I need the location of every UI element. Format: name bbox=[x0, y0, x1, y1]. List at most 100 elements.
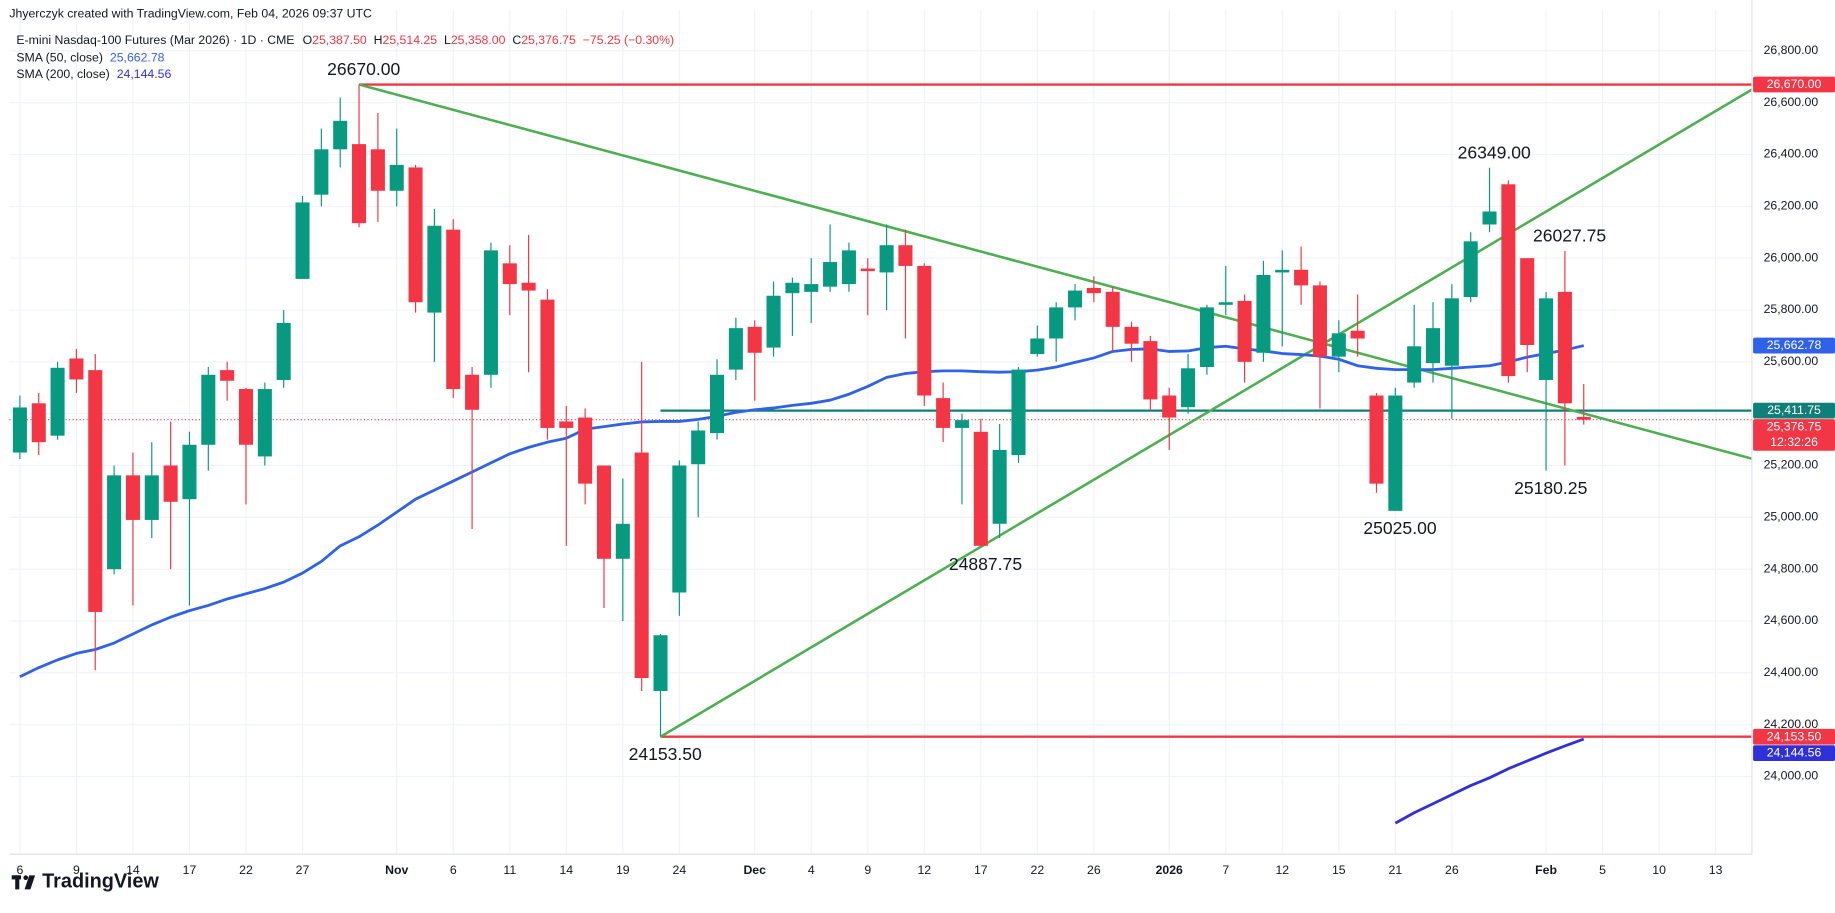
x-tick-label: 5 bbox=[1599, 863, 1606, 877]
candle-body bbox=[596, 465, 612, 559]
logo-icon bbox=[23, 875, 29, 880]
candle-body bbox=[1407, 346, 1422, 383]
x-tick-label: 24 bbox=[673, 863, 687, 877]
y-tick-label: 26,600.00 bbox=[1764, 95, 1819, 109]
candle-body bbox=[1331, 333, 1346, 357]
annotation: 24153.50 bbox=[629, 744, 702, 764]
candle-body bbox=[1350, 330, 1365, 339]
candle-body bbox=[1162, 395, 1177, 418]
price-label: 25,376.75 bbox=[1767, 420, 1822, 434]
candle-body bbox=[1557, 291, 1572, 404]
change: −75.25 (−0.30%) bbox=[583, 33, 674, 47]
candle-body bbox=[1388, 395, 1403, 511]
annotation: 26349.00 bbox=[1458, 142, 1531, 162]
logo-text: TradingView bbox=[42, 871, 159, 893]
annotation: 25025.00 bbox=[1363, 518, 1436, 538]
annotation: 26670.00 bbox=[327, 59, 400, 79]
candle-body bbox=[333, 120, 348, 150]
price-label: 26,670.00 bbox=[1767, 77, 1822, 91]
countdown: 12:32:26 bbox=[1770, 435, 1818, 449]
symbol-legend: E-mini Nasdaq-100 Futures (Mar 2026) · 1… bbox=[16, 33, 674, 47]
price-label-box bbox=[1753, 728, 1835, 745]
candle-body bbox=[1425, 328, 1441, 364]
sma-line bbox=[19, 344, 1585, 678]
candle-body bbox=[1237, 300, 1252, 362]
sma-line bbox=[1394, 737, 1585, 825]
candle-body bbox=[389, 164, 404, 191]
candle-body bbox=[295, 202, 310, 279]
x-tick-label: 22 bbox=[239, 863, 253, 877]
x-tick-label: 2026 bbox=[1156, 863, 1183, 877]
legend-value: 24,144.56 bbox=[117, 67, 172, 81]
candle-body bbox=[1105, 291, 1120, 327]
candle-body bbox=[691, 430, 706, 465]
ohlc-value: 25,514.25 bbox=[383, 33, 438, 47]
candle-body bbox=[766, 295, 781, 348]
x-tick-label: 15 bbox=[1332, 863, 1346, 877]
x-tick-label: 22 bbox=[1031, 863, 1045, 877]
candle-body bbox=[12, 407, 27, 453]
candle-body bbox=[540, 299, 555, 428]
candle-body bbox=[276, 322, 291, 380]
candle-body bbox=[954, 420, 969, 428]
annotation: 24887.75 bbox=[949, 554, 1022, 574]
annotation: 26027.75 bbox=[1533, 226, 1606, 246]
candle-body bbox=[1086, 287, 1101, 294]
ohlc-value: 25,376.75 bbox=[521, 33, 576, 47]
y-tick-label: 25,800.00 bbox=[1764, 302, 1819, 316]
trendline bbox=[358, 83, 1752, 460]
y-tick-label: 26,200.00 bbox=[1764, 199, 1819, 213]
candle-body bbox=[1030, 338, 1045, 355]
x-tick-label: 6 bbox=[450, 863, 457, 877]
x-tick-label: 9 bbox=[73, 863, 80, 877]
candle-body bbox=[747, 326, 762, 353]
x-tick-label: Dec bbox=[743, 863, 766, 877]
candle-body bbox=[1576, 416, 1591, 420]
x-tick-label: Feb bbox=[1535, 863, 1557, 877]
candle-body bbox=[1275, 269, 1290, 273]
candle-body bbox=[201, 374, 216, 445]
candle-body bbox=[1199, 307, 1214, 368]
candle-body bbox=[163, 465, 178, 502]
candle-body bbox=[50, 367, 65, 436]
legend-name: SMA (50, close) bbox=[16, 51, 103, 65]
candle-body bbox=[521, 282, 536, 291]
candle-body bbox=[314, 149, 329, 195]
candle-body bbox=[879, 245, 894, 273]
y-tick-label: 26,000.00 bbox=[1764, 250, 1819, 264]
ohlc-key: H bbox=[374, 33, 383, 47]
candle-body bbox=[634, 452, 649, 679]
y-tick-label: 26,800.00 bbox=[1764, 43, 1819, 57]
candle-body bbox=[841, 250, 856, 285]
candle-body bbox=[125, 475, 140, 520]
sma-legend: SMA (50, close) 25,662.78 bbox=[16, 51, 164, 65]
x-tick-label: 7 bbox=[1222, 863, 1229, 877]
x-tick-label: 19 bbox=[616, 863, 630, 877]
price-axis: 24,000.00 24,200.00 24,400.00 24,600.00 24,8… bbox=[16, 43, 1835, 877]
price-label-box bbox=[1753, 337, 1835, 354]
candle-body bbox=[1143, 341, 1158, 400]
price-label: 24,144.56 bbox=[1767, 746, 1822, 760]
logo-icon bbox=[15, 875, 20, 890]
plot-area: 26670.00 26349.00 26027.75 25180.25 25025.00… bbox=[9, 59, 1752, 825]
x-tick-label: 14 bbox=[559, 863, 573, 877]
candle-body bbox=[31, 403, 46, 443]
ohlc-value: 25,387.50 bbox=[312, 33, 367, 47]
price-label: 25,411.75 bbox=[1767, 403, 1821, 417]
candle-body bbox=[352, 144, 367, 224]
symbol: E-mini Nasdaq-100 Futures (Mar 2026) · 1… bbox=[16, 33, 294, 47]
y-tick-label: 24,400.00 bbox=[1764, 665, 1819, 679]
candle-body bbox=[917, 265, 932, 396]
ohlc-key: C bbox=[512, 33, 521, 47]
price-label-box bbox=[1753, 419, 1835, 451]
candle-body bbox=[1501, 184, 1516, 377]
x-tick-label: 12 bbox=[917, 863, 931, 877]
candle-body bbox=[973, 431, 988, 546]
candle-body bbox=[465, 374, 480, 410]
x-tick-label: 27 bbox=[296, 863, 310, 877]
y-tick-label: 24,600.00 bbox=[1764, 613, 1819, 627]
y-tick-label: 25,200.00 bbox=[1764, 458, 1819, 472]
price-label-box bbox=[1753, 402, 1835, 419]
